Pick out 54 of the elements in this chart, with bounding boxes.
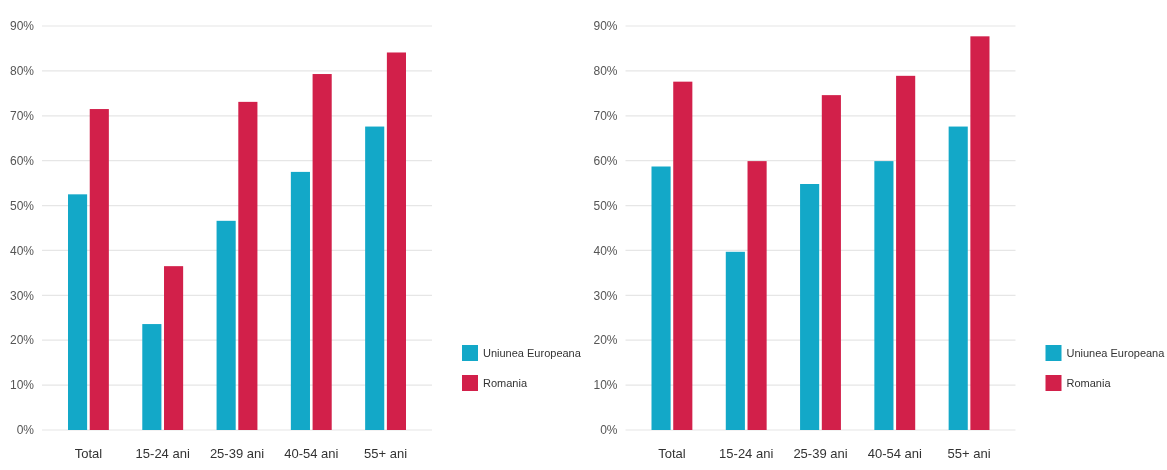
bar bbox=[164, 266, 184, 430]
y-tick-label: 70% bbox=[593, 108, 618, 123]
y-tick-label: 90% bbox=[9, 19, 35, 34]
x-tick-label: 55+ ani bbox=[947, 446, 991, 461]
y-tick-label: 0% bbox=[16, 423, 35, 438]
x-tick-label: 40-54 ani bbox=[867, 446, 922, 461]
bar bbox=[874, 161, 894, 430]
bar bbox=[800, 184, 820, 430]
bar bbox=[386, 52, 406, 430]
x-tick-label: 25-39 ani bbox=[209, 446, 265, 461]
y-tick-label: 50% bbox=[9, 198, 35, 213]
y-tick-label: 60% bbox=[9, 153, 35, 168]
y-tick-label: 10% bbox=[593, 378, 618, 393]
bar bbox=[142, 324, 162, 430]
y-tick-label: 80% bbox=[593, 64, 618, 79]
bar bbox=[747, 161, 767, 430]
y-tick-label: 40% bbox=[593, 243, 618, 258]
bar bbox=[312, 74, 332, 430]
bar bbox=[290, 171, 310, 430]
x-tick-label: Total bbox=[658, 446, 686, 461]
bar bbox=[651, 166, 671, 430]
legend-label: Uniunea Europeana bbox=[483, 346, 582, 359]
y-tick-label: 60% bbox=[593, 153, 618, 168]
x-tick-label: 15-24 ani bbox=[719, 446, 774, 461]
y-tick-label: 10% bbox=[9, 378, 35, 393]
bar bbox=[238, 101, 258, 430]
y-tick-label: 30% bbox=[593, 288, 618, 303]
x-tick-label: 25-39 ani bbox=[793, 446, 848, 461]
bar bbox=[970, 36, 990, 430]
x-tick-label: Total bbox=[74, 446, 103, 461]
bar bbox=[365, 126, 385, 430]
bar bbox=[89, 109, 109, 430]
bar bbox=[725, 251, 745, 430]
legend-label: Romania bbox=[1066, 376, 1112, 389]
y-tick-label: 40% bbox=[9, 243, 35, 258]
x-tick-label: 15-24 ani bbox=[135, 446, 190, 461]
legend-label: Uniunea Europeana bbox=[1066, 346, 1166, 359]
bar bbox=[948, 126, 968, 430]
bar bbox=[821, 95, 841, 430]
x-tick-label: 40-54 ani bbox=[284, 446, 339, 461]
y-tick-label: 80% bbox=[9, 64, 35, 79]
bar bbox=[673, 81, 693, 430]
y-tick-label: 20% bbox=[9, 333, 35, 348]
y-tick-label: 20% bbox=[593, 333, 618, 348]
y-tick-label: 90% bbox=[593, 19, 618, 34]
x-tick-label: 55+ ani bbox=[364, 446, 408, 461]
y-tick-label: 30% bbox=[9, 288, 35, 303]
bar bbox=[216, 220, 236, 430]
bar bbox=[896, 75, 916, 430]
legend-label: Romania bbox=[483, 376, 528, 389]
bar bbox=[68, 194, 88, 430]
y-tick-label: 70% bbox=[9, 108, 35, 123]
y-tick-label: 50% bbox=[593, 198, 618, 213]
y-tick-label: 0% bbox=[600, 423, 618, 438]
